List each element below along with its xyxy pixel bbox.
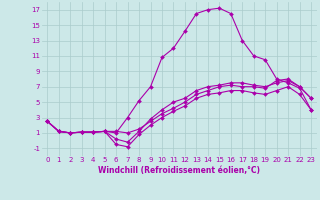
X-axis label: Windchill (Refroidissement éolien,°C): Windchill (Refroidissement éolien,°C) (98, 166, 260, 175)
